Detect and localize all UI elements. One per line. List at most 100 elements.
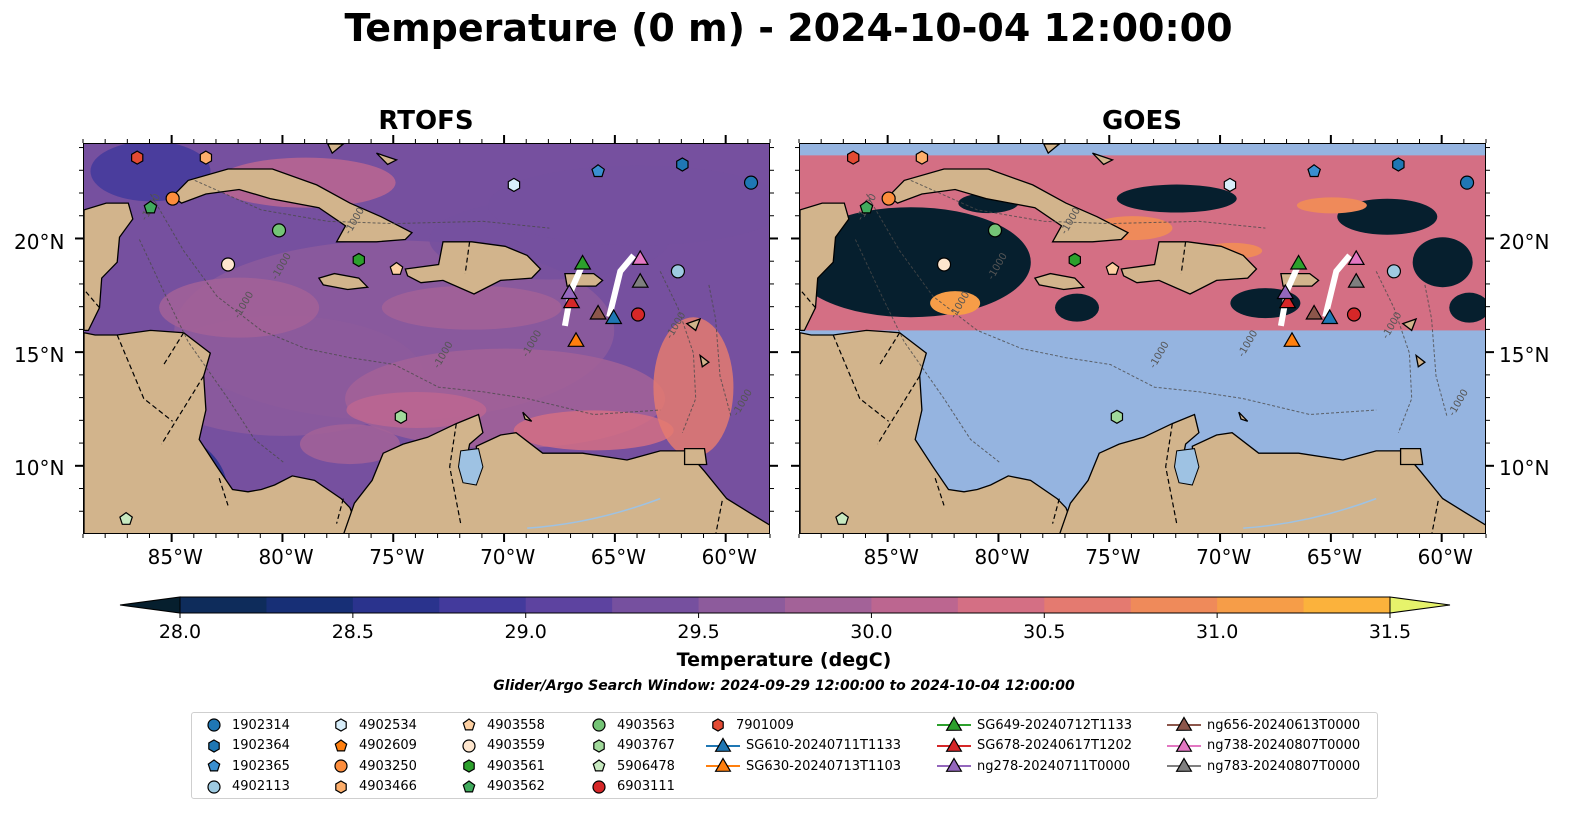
legend-item: ng783-20240807T0000 (1167, 756, 1360, 776)
depth-contour-line (854, 239, 1000, 463)
land-honduras (800, 329, 1077, 533)
river-orinoco (1243, 497, 1377, 529)
sst-patch (90, 144, 211, 202)
platform-marker-SG610-20240711T1133 (604, 308, 623, 325)
legend-marker-icon (463, 759, 475, 773)
legend-symbol (1175, 757, 1193, 772)
colorbar-segment (785, 597, 872, 613)
land-curacao (1238, 411, 1249, 422)
legend-marker-icon (207, 718, 221, 732)
land-hispaniola (404, 241, 542, 295)
legend-item: SG649-20240712T1133 (937, 715, 1132, 735)
country-border (449, 423, 462, 524)
legend-label: ng783-20240807T0000 (1207, 758, 1361, 774)
goes-map-panel[interactable]: -1000-1000-1000-1000-1000-1000-1000-1000 (799, 143, 1486, 534)
legend-label: 1902314 (232, 717, 290, 733)
colorbar-segment (352, 597, 440, 613)
legend-symbol (207, 718, 221, 732)
colorbar-segment (180, 597, 267, 613)
legend-label: 1902365 (232, 758, 290, 774)
platform-marker-ng656-20240613T0000 (1305, 304, 1323, 320)
legend-item: 4903562 (457, 777, 545, 797)
warm-patch (1296, 197, 1367, 214)
country-border (934, 478, 945, 506)
land-hispaniola (1120, 241, 1258, 295)
legend-marker-icon (335, 779, 347, 794)
legend-marker-icon (1167, 757, 1201, 772)
platform-marker-4902534 (1223, 177, 1237, 193)
land-martinique (1415, 353, 1426, 368)
country-border (1165, 423, 1178, 524)
warm-patch (930, 291, 981, 316)
legend-marker-icon (937, 716, 971, 731)
legend-item: ng656-20240613T0000 (1167, 715, 1360, 735)
country-border (879, 332, 901, 365)
platform-marker-4902113 (670, 264, 686, 279)
legend-symbol (945, 736, 963, 752)
colorbar-tick-label: 30.5 (1023, 621, 1065, 643)
platform-marker-SG630-20240713T1103 (1283, 331, 1301, 347)
legend-label: 4902113 (232, 779, 290, 794)
legend-label: 6903111 (617, 779, 675, 794)
legend-marker-icon (937, 736, 971, 752)
legend-label: 4903561 (487, 758, 545, 774)
colorbar-extend-low (119, 596, 181, 614)
lon-tick-label: 65°W (1306, 545, 1363, 569)
lat-tick-label-right: 15°N (1499, 343, 1550, 367)
legend-label: 4903558 (487, 717, 545, 733)
colorbar-tick-label: 29.0 (505, 621, 547, 643)
colorbar-tick-label: 30.0 (850, 621, 892, 643)
platform-marker-1902314 (743, 175, 759, 190)
land-southam (343, 413, 769, 533)
country-border (1052, 498, 1060, 524)
depth-contour-line (659, 271, 697, 433)
platform-marker-4903561 (352, 252, 365, 268)
legend-symbol (593, 738, 605, 753)
lon-tick-label: 60°W (701, 545, 757, 569)
legend-marker-icon (706, 757, 740, 772)
sst-patch (299, 424, 400, 465)
lon-tick-label: 75°W (1085, 545, 1141, 569)
land-guadeloupe (1401, 317, 1418, 332)
platform-marker-SG678-20240617T1202 (562, 292, 581, 309)
country-border (116, 334, 173, 422)
legend-label: SG610-20240711T1133 (746, 738, 902, 753)
platform-marker-ng278-20240711T0000 (1276, 283, 1295, 300)
colorbar-segment (871, 597, 959, 613)
colorbar-tick-label: 28.5 (332, 621, 374, 643)
land-curacao (522, 411, 533, 422)
colorbar-extend-high (1389, 596, 1451, 614)
land-martinique (699, 353, 710, 368)
colorbar-segment (957, 597, 1045, 613)
country-border (1431, 500, 1439, 533)
platform-marker-ng738-20240807T0000 (631, 249, 650, 266)
platform-marker-4903767 (394, 409, 408, 424)
platform-marker-4903561 (1068, 252, 1081, 268)
colorbar-segment (1044, 597, 1132, 613)
lon-tick-label: 85°W (147, 545, 203, 569)
platform-marker-1902365 (591, 164, 606, 178)
platform-marker-4903250 (165, 191, 180, 206)
legend-marker-icon (593, 738, 605, 753)
country-border (218, 478, 229, 506)
legend-label: 5906478 (617, 758, 675, 774)
platform-marker-ng278-20240711T0000 (560, 283, 579, 300)
cloud-gap (1412, 237, 1473, 288)
platform-marker-4903562 (143, 200, 158, 214)
platform-marker-4902113 (1386, 264, 1402, 279)
land-yucatan (800, 202, 850, 332)
legend-label: 7901009 (736, 717, 794, 733)
platform-marker-5906478 (119, 511, 134, 525)
legend-symbol (592, 718, 606, 732)
legend-item: ng738-20240807T0000 (1167, 736, 1360, 756)
panel-title-goes: GOES (1102, 106, 1182, 136)
glider-track (1322, 253, 1352, 318)
rtofs-map-panel[interactable]: -1000-1000-1000-1000-1000-1000-1000-1000 (83, 143, 770, 534)
legend-label: ng656-20240613T0000 (1207, 717, 1361, 733)
legend-marker-icon (462, 779, 476, 792)
legend-label: SG630-20240713T1103 (746, 758, 902, 774)
river-orinoco (527, 497, 661, 529)
cloud-gaps (800, 184, 1485, 323)
colorbar-segment (1130, 597, 1218, 613)
legend-symbol (714, 757, 732, 772)
